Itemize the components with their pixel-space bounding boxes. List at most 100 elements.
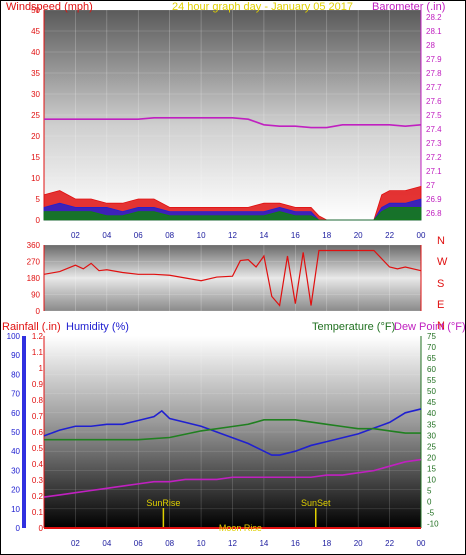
- temp-tick-label: 10: [427, 475, 436, 484]
- annotation-label: Moon Rise: [219, 523, 262, 533]
- temp-tick-label: 15: [427, 464, 436, 473]
- humidity-tick-label: 10: [11, 505, 20, 514]
- dir-tick-label: 90: [31, 291, 40, 300]
- temp-tick-label: 75: [427, 332, 436, 341]
- temp-tick-label: 35: [427, 420, 436, 429]
- wind-tick-label: 45: [31, 27, 40, 36]
- temp-tick-label: 30: [427, 431, 436, 440]
- temp-x-tick-label: 18: [322, 539, 331, 548]
- humidity-tick-label: 60: [11, 409, 20, 418]
- temp-tick-label: 60: [427, 365, 436, 374]
- baro-tick-label: 27.9: [426, 55, 442, 64]
- rain-tick-label: 0.9: [32, 380, 44, 389]
- temp-x-tick-label: 22: [385, 539, 394, 548]
- rain-tick-label: 0.7: [32, 412, 44, 421]
- temp-x-tick-label: 10: [197, 539, 206, 548]
- wind-x-tick-label: 16: [291, 231, 300, 240]
- dewpoint-axis-title: Dew Point (°F): [394, 321, 466, 333]
- rain-tick-label: 0.2: [32, 492, 44, 501]
- humidity-tick-label: 0: [16, 524, 21, 533]
- wind-tick-label: 35: [31, 69, 40, 78]
- temp-tick-label: -5: [427, 509, 435, 518]
- wind-tick-label: 10: [31, 174, 40, 183]
- temp-tick-label: 55: [427, 376, 436, 385]
- temp-tick-label: 45: [427, 398, 436, 407]
- rain-tick-label: 0.8: [32, 396, 44, 405]
- temp-x-tick-label: 12: [228, 539, 237, 548]
- temp-tick-label: 70: [427, 343, 436, 352]
- wind-tick-label: 20: [31, 132, 40, 141]
- wind-low-area: [43, 207, 422, 221]
- humidity-tick-label: 80: [11, 370, 20, 379]
- annotation-label: SunRise: [146, 498, 180, 508]
- temp-x-tick-label: 14: [259, 539, 268, 548]
- wind-x-tick-label: 20: [354, 231, 363, 240]
- axis-labels: 0510152025303540455026.826.92727.127.227…: [7, 6, 448, 548]
- humidity-tick-label: 20: [11, 486, 20, 495]
- rain-tick-label: 0.5: [32, 444, 44, 453]
- temp-x-tick-label: 16: [291, 539, 300, 548]
- direction-plot-area: [44, 245, 421, 311]
- page-title: 24 hour graph day - January 05 2017: [172, 1, 353, 13]
- compass-label: E: [437, 299, 444, 311]
- temp-tick-label: 25: [427, 442, 436, 451]
- temp-tick-label: 40: [427, 409, 436, 418]
- baro-tick-label: 28: [426, 41, 435, 50]
- baro-tick-label: 27.8: [426, 69, 442, 78]
- baro-tick-label: 27.5: [426, 111, 442, 120]
- dir-tick-label: 360: [27, 241, 41, 250]
- temperature-axis-title: Temperature (°F): [312, 321, 395, 333]
- baro-tick-label: 27.1: [426, 167, 442, 176]
- series-lines: [43, 117, 422, 529]
- humidity-axis-title: Humidity (%): [66, 321, 129, 333]
- temp-tick-label: 20: [427, 453, 436, 462]
- temp-tick-label: 50: [427, 387, 436, 396]
- rain-tick-label: 0.3: [32, 476, 44, 485]
- baro-tick-label: 27: [426, 181, 435, 190]
- baro-tick-label: 27.3: [426, 139, 442, 148]
- barometer-line: [44, 117, 422, 129]
- temp-x-tick-label: 20: [354, 539, 363, 548]
- baro-tick-label: 26.9: [426, 195, 442, 204]
- compass-label: N: [437, 235, 445, 247]
- wind-tick-label: 0: [36, 216, 41, 225]
- baro-tick-label: 27.7: [426, 83, 442, 92]
- wind-x-tick-label: 18: [322, 231, 331, 240]
- temp-x-tick-label: 08: [165, 539, 174, 548]
- humidity-tick-label: 40: [11, 447, 20, 456]
- wind-plot-area: [44, 10, 421, 220]
- dir-tick-label: 270: [27, 258, 41, 267]
- temp-x-tick-label: 06: [134, 539, 143, 548]
- annotation-label: SunSet: [301, 498, 331, 508]
- rainfall-axis-title: Rainfall (.in): [2, 321, 61, 333]
- temp-x-tick-label: 02: [71, 539, 80, 548]
- temp-tick-label: 65: [427, 354, 436, 363]
- rain-tick-label: 1.1: [32, 348, 44, 357]
- rain-tick-label: 0.6: [32, 428, 44, 437]
- wind-tick-label: 30: [31, 90, 40, 99]
- baro-tick-label: 27.2: [426, 153, 442, 162]
- temperature-line: [44, 419, 421, 441]
- humidity-tick-label: 70: [11, 390, 20, 399]
- rain-tick-label: 0.4: [32, 460, 44, 469]
- humidity-tick-label: 100: [7, 332, 21, 341]
- dir-tick-label: 180: [27, 274, 41, 283]
- dew-point-line: [43, 458, 422, 498]
- baro-tick-label: 26.8: [426, 209, 442, 218]
- compass-label: S: [437, 278, 444, 290]
- temp-tick-label: 5: [427, 486, 432, 495]
- wind-x-tick-label: 22: [385, 231, 394, 240]
- wind-axis-title: Windspeed (mph): [6, 1, 93, 13]
- temp-tick-label: -10: [427, 520, 439, 529]
- wind-tick-label: 40: [31, 48, 40, 57]
- wind-x-tick-label: 00: [417, 231, 426, 240]
- dir-tick-label: 0: [36, 307, 41, 316]
- temp-x-tick-label: 04: [102, 539, 111, 548]
- wind-tick-label: 5: [36, 195, 41, 204]
- humidity-tick-label: 30: [11, 466, 20, 475]
- wind-x-tick-label: 04: [102, 231, 111, 240]
- wind-x-tick-label: 12: [228, 231, 237, 240]
- humidity-tick-label: 50: [11, 428, 20, 437]
